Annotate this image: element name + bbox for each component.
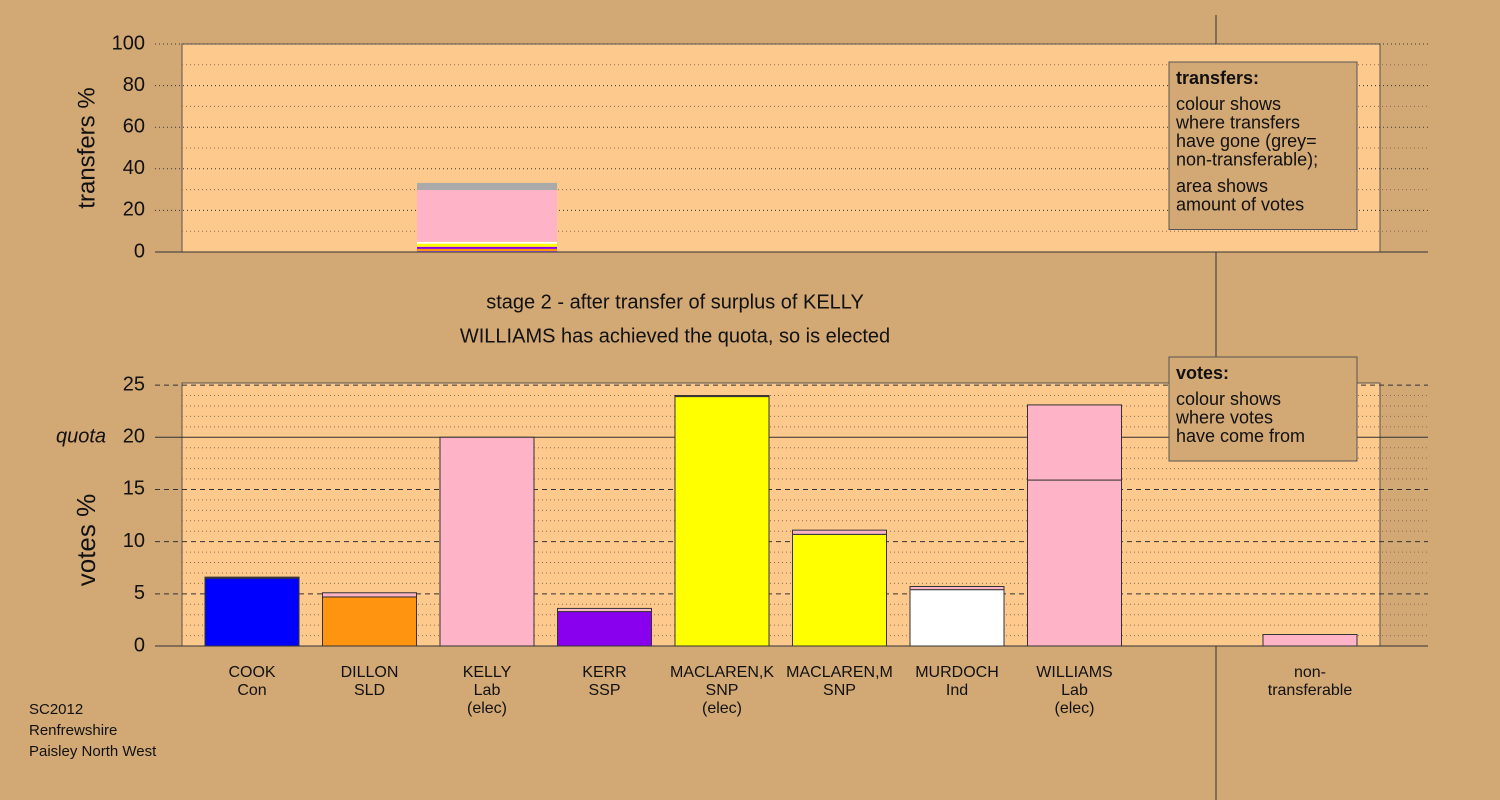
x-tick-label: MURDOCH (915, 664, 999, 681)
x-tick-label: (elec) (1054, 700, 1094, 717)
y-tick-label: 100 (112, 32, 145, 54)
bar-segment (417, 248, 557, 252)
x-tick-label: SSP (588, 682, 620, 699)
x-tick-label: Lab (474, 682, 501, 699)
stage-subtitle: WILLIAMS has achieved the quota, so is e… (460, 325, 890, 347)
x-tick-label: KELLY (463, 664, 512, 681)
footer-text: Renfrewshire (29, 722, 117, 739)
bar-segment (1027, 404, 1122, 481)
quota-label: quota (56, 426, 106, 448)
info-box (1168, 356, 1358, 462)
y-tick-label: 20 (123, 199, 145, 221)
bar-segment (792, 533, 887, 647)
bar-segment (417, 190, 557, 242)
bar-segment (417, 182, 557, 191)
x-tick-label: Con (237, 682, 266, 699)
bar-segment (1262, 634, 1358, 647)
bar-segment (674, 395, 770, 398)
x-tick-label: Ind (946, 682, 968, 699)
y-tick-label: 40 (123, 157, 145, 179)
bar-segment (909, 589, 1005, 647)
x-tick-label: SNP (706, 682, 739, 699)
x-tick-label: Lab (1061, 682, 1088, 699)
bar-segment (322, 592, 417, 598)
x-tick-label: COOK (228, 664, 275, 681)
y-tick-label: 5 (134, 582, 145, 604)
info-title: transfers: (1176, 68, 1259, 88)
bar-segment (1027, 479, 1122, 647)
bar-segment (909, 586, 1005, 591)
y-axis-label: transfers % (73, 87, 100, 208)
y-tick-label: 0 (134, 634, 145, 656)
y-axis-label: votes % (71, 494, 101, 587)
x-tick-label: SLD (354, 682, 385, 699)
y-tick-label: 60 (123, 115, 145, 137)
y-tick-label: 80 (123, 74, 145, 96)
info-text: where votes (1175, 407, 1273, 427)
bar-segment (792, 529, 887, 535)
x-tick-label: DILLON (341, 664, 399, 681)
bar-segment (204, 577, 300, 647)
info-text: colour shows (1176, 94, 1281, 114)
info-text: colour shows (1176, 389, 1281, 409)
info-box (1168, 61, 1358, 230)
x-tick-label: (elec) (702, 700, 742, 717)
bar-segment (439, 436, 535, 647)
stage-title: stage 2 - after transfer of surplus of K… (486, 291, 864, 313)
y-tick-label: 10 (123, 530, 145, 552)
info-text: where transfers (1175, 112, 1300, 132)
info-text: amount of votes (1176, 194, 1304, 214)
bar-segment (417, 246, 557, 249)
x-tick-label: WILLIAMS (1036, 664, 1112, 681)
x-tick-label: MACLAREN,K (670, 664, 774, 681)
x-tick-label: MACLAREN,M (786, 664, 893, 681)
x-tick-label: (elec) (467, 700, 507, 717)
info-text: have come from (1176, 426, 1305, 446)
y-tick-label: 20 (123, 426, 145, 448)
x-tick-label: transferable (1268, 682, 1353, 699)
bar-segment (557, 607, 652, 613)
bar-segment (417, 246, 557, 247)
info-text: have gone (grey= (1176, 131, 1317, 151)
y-tick-label: 25 (123, 373, 145, 395)
bar-segment (417, 251, 557, 252)
x-tick-label: non- (1294, 664, 1326, 681)
bar-segment (417, 243, 557, 247)
bar-segment (322, 596, 417, 647)
info-text: area shows (1176, 176, 1268, 196)
y-tick-label: 0 (134, 240, 145, 262)
y-tick-label: 15 (123, 478, 145, 500)
x-tick-label: KERR (582, 664, 626, 681)
bar-segment (557, 611, 652, 647)
bar-segment (417, 241, 557, 244)
info-title: votes: (1176, 363, 1229, 383)
x-tick-label: SNP (823, 682, 856, 699)
bar-segment (674, 396, 770, 647)
bar-segment (204, 576, 300, 579)
info-text: non-transferable); (1176, 149, 1318, 169)
footer-text: SC2012 (29, 701, 83, 718)
footer-text: Paisley North West (29, 743, 157, 760)
